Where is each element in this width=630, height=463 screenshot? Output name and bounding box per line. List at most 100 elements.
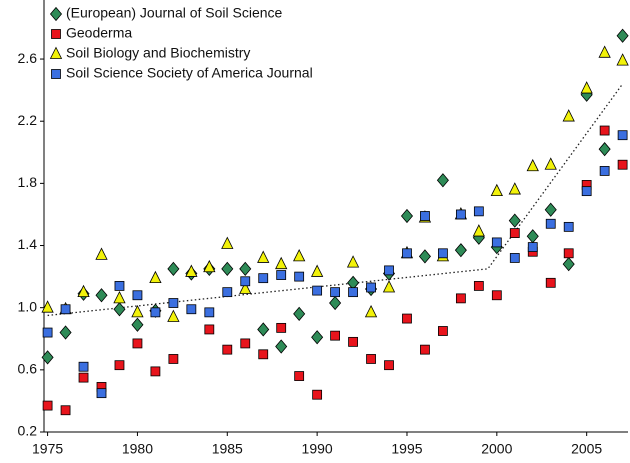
x-tick-label: 2000 bbox=[481, 441, 512, 457]
point bbox=[168, 298, 179, 308]
point bbox=[382, 280, 396, 293]
y-tick-label: 1.0 bbox=[18, 298, 38, 314]
point bbox=[562, 109, 575, 122]
point bbox=[221, 261, 234, 276]
point bbox=[491, 290, 502, 301]
point bbox=[562, 257, 575, 272]
point bbox=[330, 330, 341, 341]
x-tick-label: 2005 bbox=[571, 441, 602, 457]
point bbox=[366, 354, 376, 364]
point bbox=[114, 281, 125, 291]
point bbox=[294, 371, 305, 381]
point bbox=[185, 264, 198, 277]
y-tick-label: 0.6 bbox=[18, 361, 38, 377]
point bbox=[526, 229, 539, 244]
point bbox=[240, 338, 251, 349]
point bbox=[438, 248, 448, 259]
point bbox=[617, 159, 628, 170]
point bbox=[60, 304, 71, 315]
y-tick-label: 1.4 bbox=[18, 236, 38, 252]
point bbox=[257, 250, 270, 263]
point bbox=[293, 249, 306, 262]
point bbox=[436, 173, 449, 188]
point bbox=[41, 350, 54, 365]
point bbox=[60, 405, 71, 416]
point bbox=[508, 182, 521, 195]
point bbox=[168, 354, 179, 364]
point bbox=[41, 300, 54, 313]
point bbox=[617, 130, 628, 141]
point bbox=[473, 206, 484, 217]
point bbox=[167, 261, 180, 276]
point bbox=[222, 287, 233, 298]
point bbox=[420, 344, 430, 355]
point bbox=[221, 236, 234, 249]
point bbox=[293, 306, 306, 322]
point bbox=[348, 336, 358, 347]
point bbox=[563, 221, 574, 232]
point bbox=[438, 326, 448, 336]
point bbox=[131, 304, 144, 318]
point bbox=[239, 281, 252, 294]
point bbox=[490, 183, 503, 197]
point bbox=[400, 208, 414, 224]
point bbox=[59, 325, 72, 340]
point bbox=[616, 28, 629, 43]
trend-line bbox=[47, 83, 624, 317]
point bbox=[491, 237, 502, 248]
point bbox=[294, 271, 305, 282]
point bbox=[418, 249, 431, 264]
x-tick-label: 1980 bbox=[122, 441, 153, 457]
point bbox=[150, 366, 161, 377]
x-tick-label: 1995 bbox=[391, 441, 422, 457]
legend-marker bbox=[49, 6, 63, 22]
point bbox=[131, 317, 144, 332]
point bbox=[312, 389, 323, 400]
legend-marker bbox=[49, 46, 63, 59]
point bbox=[96, 388, 107, 399]
legend-label: (European) Journal of Soil Science bbox=[66, 5, 283, 21]
point bbox=[581, 186, 592, 197]
point bbox=[275, 256, 288, 270]
point bbox=[599, 166, 610, 176]
point bbox=[312, 285, 323, 296]
point bbox=[167, 309, 180, 322]
point bbox=[311, 330, 324, 345]
point bbox=[257, 322, 270, 337]
point bbox=[329, 295, 342, 311]
legend-marker bbox=[51, 29, 61, 39]
point bbox=[240, 276, 251, 287]
point bbox=[454, 243, 467, 258]
point bbox=[78, 372, 89, 383]
point bbox=[598, 142, 611, 157]
point bbox=[472, 224, 486, 237]
point bbox=[276, 270, 287, 280]
point bbox=[204, 307, 215, 318]
point bbox=[113, 302, 126, 317]
point bbox=[526, 158, 539, 172]
y-tick-label: 0.2 bbox=[18, 423, 38, 439]
point bbox=[95, 288, 108, 303]
point bbox=[545, 218, 556, 229]
point bbox=[77, 284, 90, 298]
legend-label: Soil Science Society of America Journal bbox=[66, 65, 313, 81]
point bbox=[330, 287, 341, 298]
point bbox=[598, 45, 611, 58]
point bbox=[544, 157, 557, 170]
point bbox=[527, 242, 538, 252]
point bbox=[508, 213, 521, 228]
point bbox=[402, 248, 412, 259]
point bbox=[203, 259, 216, 273]
point bbox=[95, 247, 108, 260]
point bbox=[346, 255, 360, 268]
point bbox=[563, 248, 574, 259]
point bbox=[599, 125, 610, 136]
point bbox=[580, 81, 593, 94]
point bbox=[545, 277, 556, 288]
point bbox=[150, 307, 161, 318]
point bbox=[275, 339, 288, 354]
point bbox=[149, 270, 162, 284]
y-tick-label: 1.8 bbox=[18, 174, 38, 190]
point bbox=[402, 313, 412, 324]
